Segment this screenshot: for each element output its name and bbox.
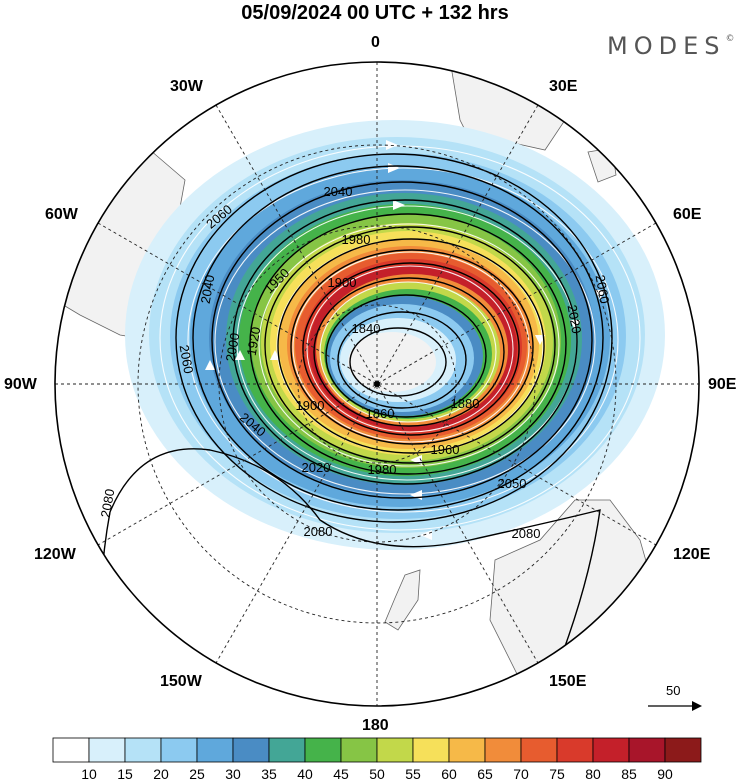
lon-label-60w: 60W [45, 206, 78, 223]
contour-label: 1980 [368, 462, 397, 477]
contour-label: 1860 [366, 406, 395, 421]
colorbar-tick-label: 60 [441, 766, 457, 782]
colorbar-tick-label: 40 [297, 766, 313, 782]
colorbar-swatch [412, 737, 450, 763]
colorbar-tick-label: 20 [153, 766, 169, 782]
colorbar-tick-label: 90 [657, 766, 673, 782]
colorbar-swatch [628, 737, 666, 763]
colorbar-tick-label: 55 [405, 766, 421, 782]
lon-label-0: 0 [371, 34, 380, 51]
colorbar-swatch [124, 737, 162, 763]
map-title: 05/09/2024 00 UTC + 132 hrs [241, 2, 509, 24]
contour-label: 1960 [431, 442, 460, 457]
colorbar-swatch [196, 737, 234, 763]
contour-label: 1880 [451, 396, 480, 411]
contour-label: 2060 [177, 344, 197, 375]
colorbar-swatch [52, 737, 90, 763]
colorbar-tick-label: 10 [81, 766, 97, 782]
colorbar-tick-label: 15 [117, 766, 133, 782]
colorbar-swatch [664, 737, 702, 763]
colorbar-tick-label: 65 [477, 766, 493, 782]
colorbar-swatch [484, 737, 522, 763]
colorbar-swatch [304, 737, 342, 763]
lon-label-150w: 150W [160, 673, 202, 690]
contour-label: 1900 [296, 398, 325, 413]
contour-label: 2080 [512, 526, 541, 541]
colorbar-swatch [268, 737, 306, 763]
contour-label: 2040 [198, 274, 218, 305]
colorbar-swatch [88, 737, 126, 763]
colorbar-swatch [340, 737, 378, 763]
contour-label: 2040 [324, 184, 353, 199]
map-border [54, 61, 700, 707]
colorbar-swatch [160, 737, 198, 763]
lon-label-120w: 120W [34, 546, 76, 563]
colorbar [52, 737, 702, 763]
contour-label: 2020 [302, 460, 331, 475]
contour-label: 1980 [342, 232, 371, 247]
contour-label: 2020 [565, 304, 585, 335]
contour-label: 1900 [328, 275, 357, 290]
lon-label-120e: 120E [673, 546, 711, 563]
lon-label-30e: 30E [549, 78, 578, 95]
colorbar-tick-label: 85 [621, 766, 637, 782]
colorbar-swatch [520, 737, 558, 763]
colorbar-tick-label: 30 [225, 766, 241, 782]
colorbar-swatch [376, 737, 414, 763]
contour-label: 1920 [244, 326, 264, 357]
height-contours [99, 153, 613, 706]
colorbar-swatch [592, 737, 630, 763]
colorbar-swatch [232, 737, 270, 763]
colorbar-tick-label: 80 [585, 766, 601, 782]
contour-label: 1840 [352, 321, 381, 336]
contour-2080 [99, 448, 601, 706]
wind-reference-label: 50 [666, 683, 681, 698]
contour-label: 2060 [593, 274, 613, 305]
colorbar-swatch [556, 737, 594, 763]
colorbar-swatch [448, 737, 486, 763]
colorbar-tick-label: 50 [369, 766, 385, 782]
colorbar-tick-label: 70 [513, 766, 529, 782]
contour-label: 2080 [304, 524, 333, 539]
pole-marker [374, 381, 380, 387]
contour-label: 2080 [98, 488, 118, 519]
wind-speed-shading [125, 120, 665, 550]
lon-label-90e: 90E [708, 376, 737, 393]
lon-label-180: 180 [362, 717, 389, 734]
modes-logo: MODES© [607, 32, 735, 60]
contour-label: 2000 [223, 332, 243, 363]
new-zealand-landmass [384, 569, 421, 631]
colorbar-tick-label: 75 [549, 766, 565, 782]
graticule [55, 62, 699, 706]
wind-reference-arrow [648, 701, 702, 711]
lon-label-30w: 30W [170, 78, 203, 95]
lon-label-60e: 60E [673, 206, 702, 223]
contour-label: 2050 [498, 476, 527, 491]
colorbar-tick-label: 35 [261, 766, 277, 782]
colorbar-tick-label: 45 [333, 766, 349, 782]
lon-label-150e: 150E [549, 673, 587, 690]
wind-arrowheads [205, 140, 605, 540]
lon-label-90w: 90W [4, 376, 37, 393]
colorbar-tick-label: 25 [189, 766, 205, 782]
